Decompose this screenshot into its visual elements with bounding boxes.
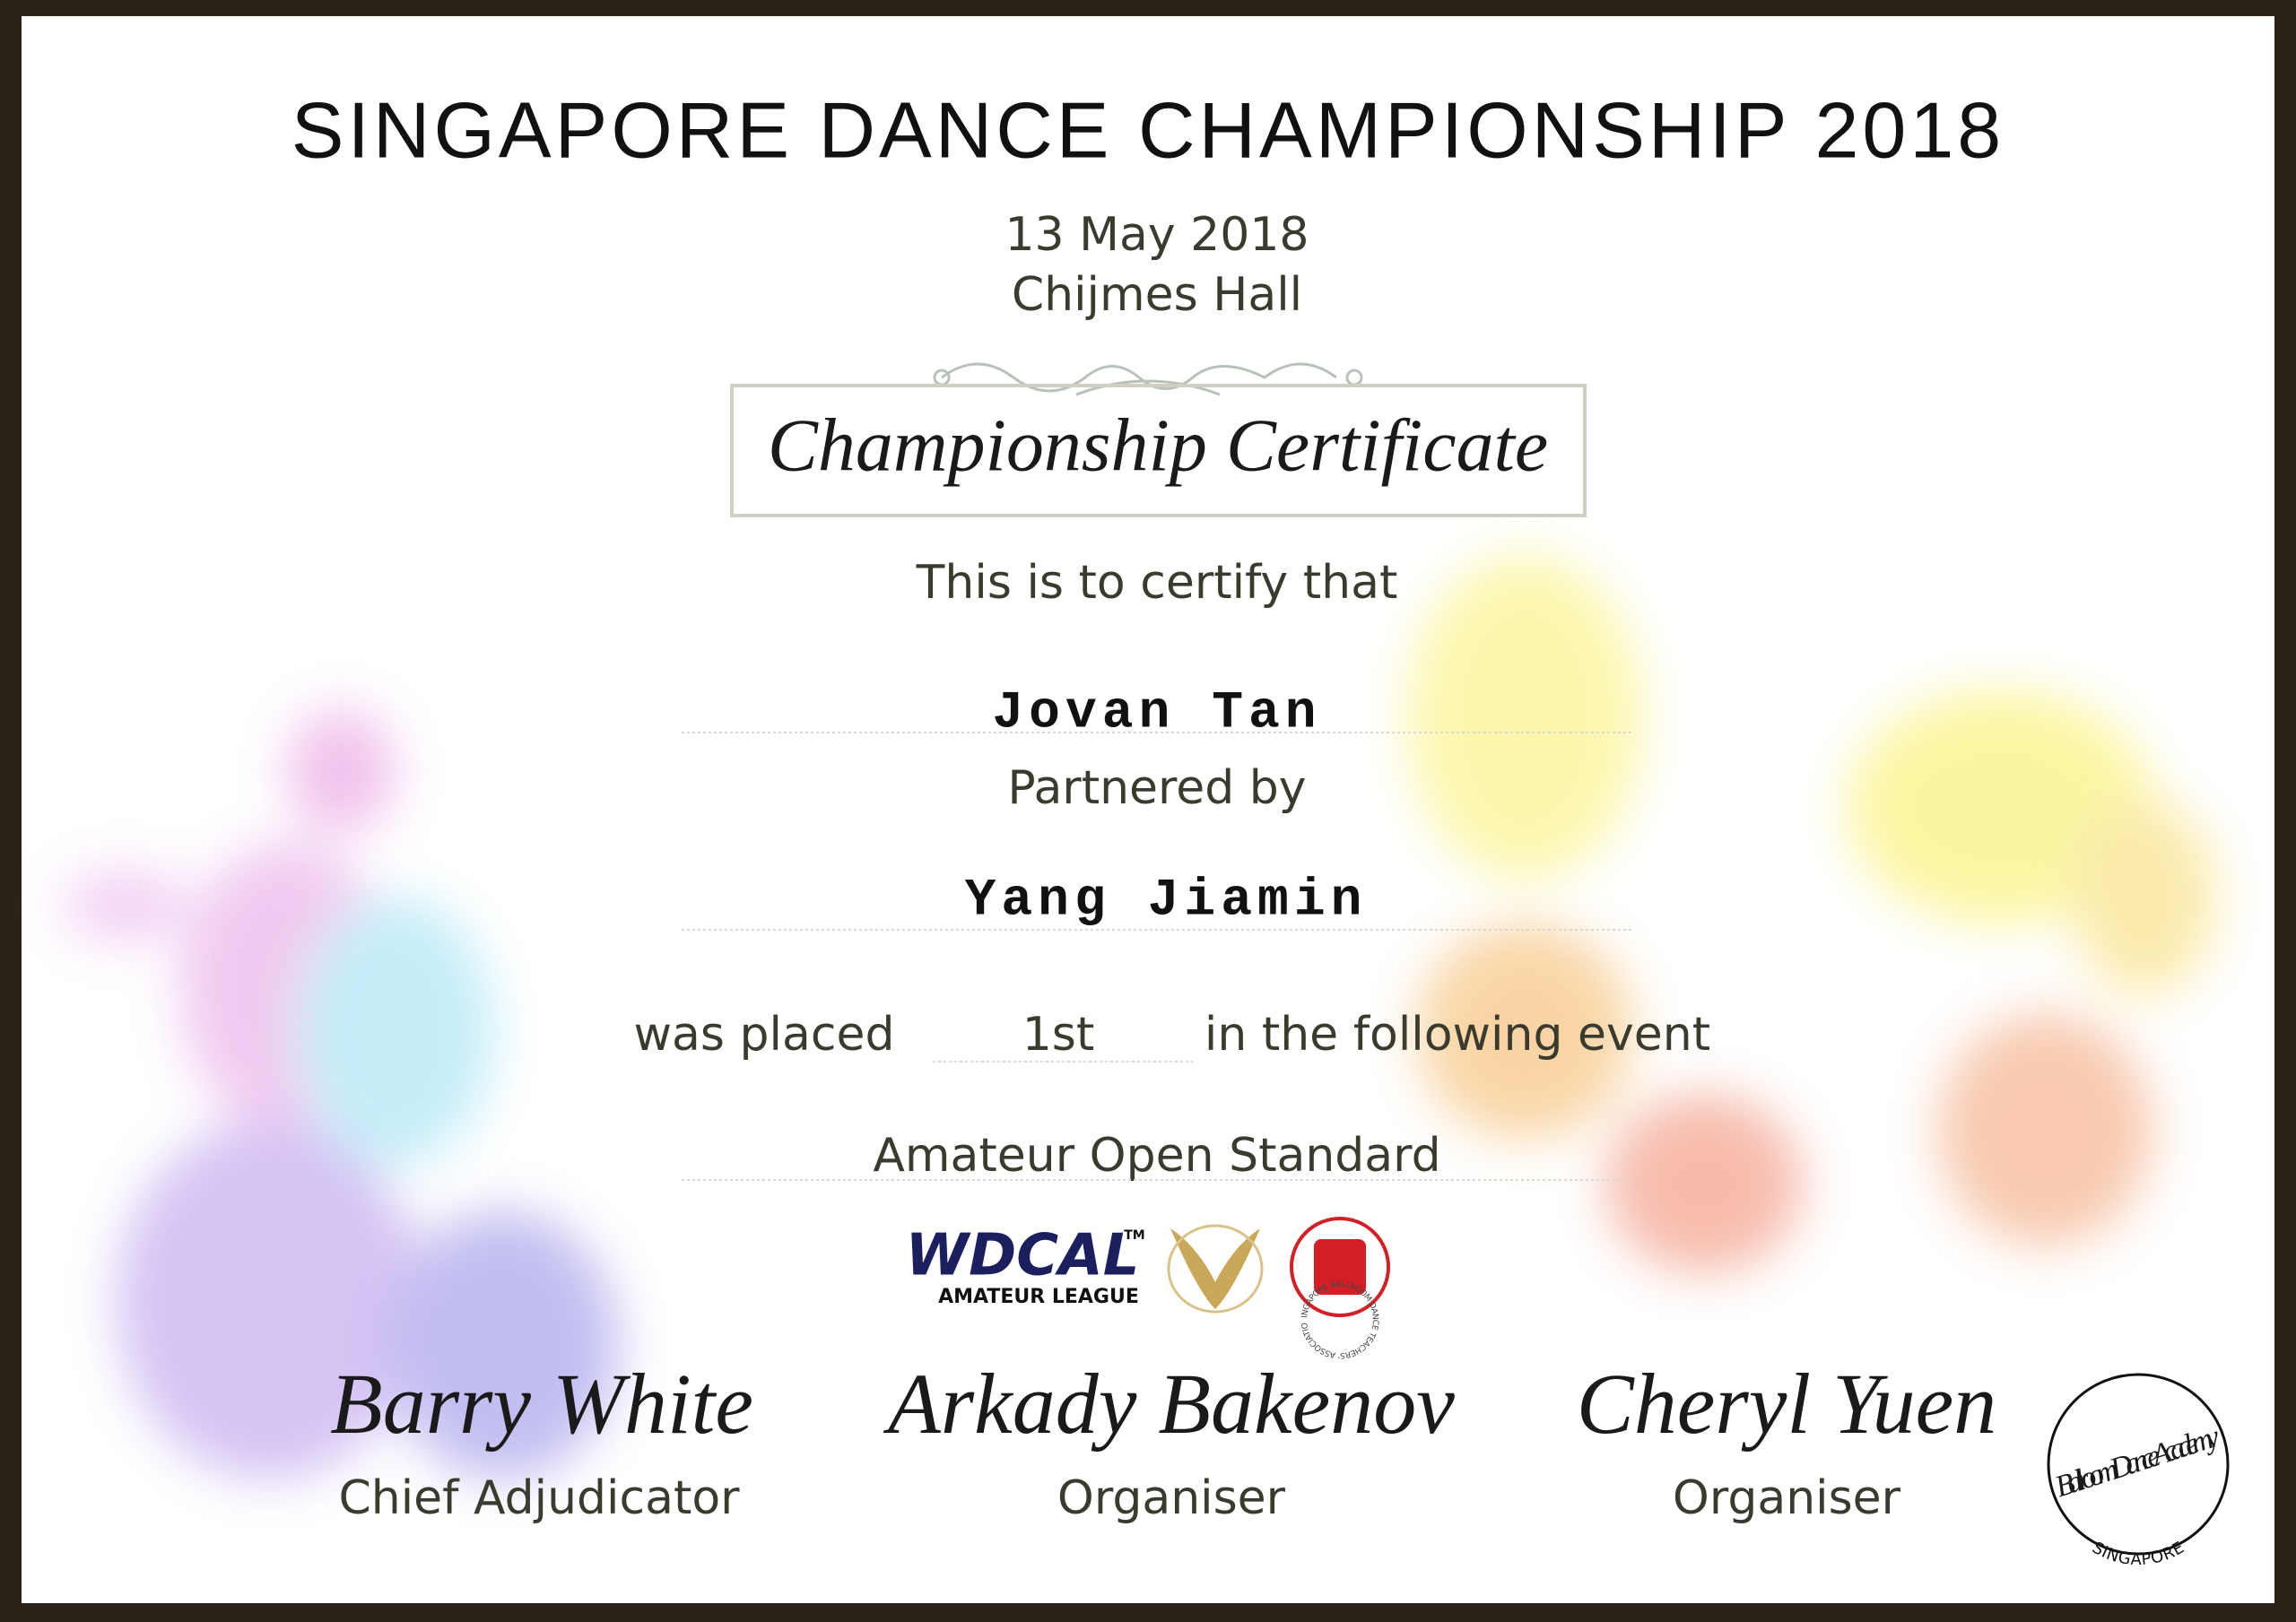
partner: Yang Jiamin [965,872,1368,930]
signature: Barry White [330,1356,753,1452]
event-label: in the following event [1205,1008,1710,1062]
role: Organiser [1057,1471,1286,1525]
wdcal-logo: WDCAL TM AMATEUR LEAGUE [906,1223,1145,1308]
role: Organiser [1673,1471,1901,1525]
date: 13 May 2018 [1004,208,1309,262]
dancer-art-left [63,708,619,1479]
trademark: TM [1124,1228,1144,1243]
league: AMATEUR LEAGUE [938,1286,1139,1308]
signature: Cheryl Yuen [1577,1356,1996,1452]
placed-label: was placed [634,1008,895,1062]
intro: This is to certify that [916,556,1398,610]
title: SINGAPORE DANCE CHAMPIONSHIP 2018 [291,85,2005,174]
venue: Chijmes Hall [1012,268,1302,322]
dancer-art-right [1408,556,2215,1273]
gold-emblem [1167,1224,1264,1314]
recipient: Jovan Tan [992,684,1321,742]
event: Amateur Open Standard [873,1129,1440,1183]
heading: Championship Certificate [768,403,1548,487]
role: Chief Adjudicator [338,1471,740,1525]
wdcal: WDCAL [906,1223,1140,1289]
heading-box [730,384,1587,517]
signature: Arkady Bakenov [883,1356,1455,1452]
partner-label: Partnered by [1007,761,1306,815]
place: 1st [1022,1008,1095,1062]
